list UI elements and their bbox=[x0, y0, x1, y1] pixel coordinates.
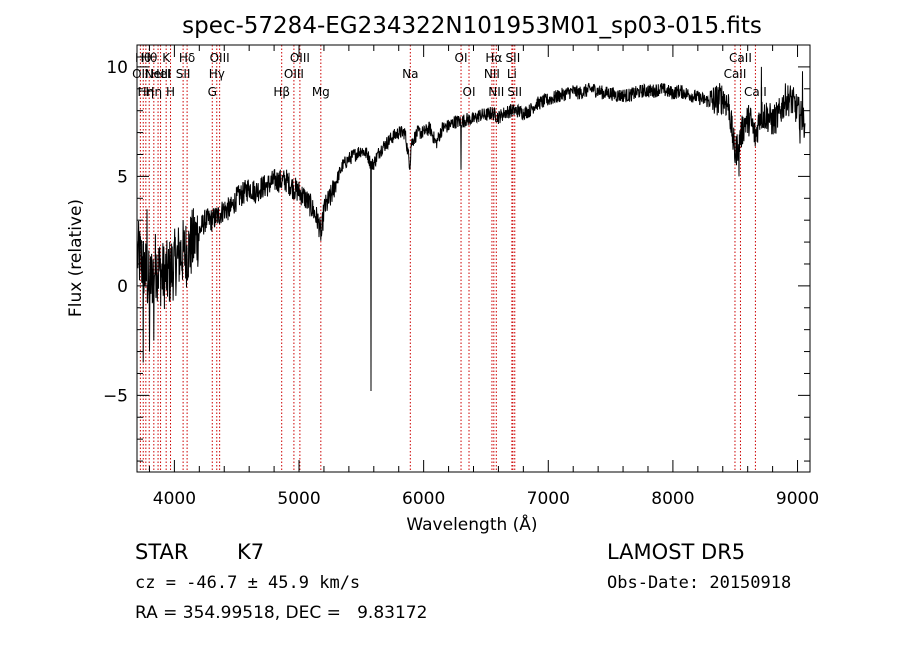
observation-date: Obs-Date: 20150918 bbox=[607, 573, 792, 593]
y-axis: −5 0 5 10 bbox=[103, 44, 810, 462]
y-tick-label: 10 bbox=[106, 58, 128, 78]
x-tick-label: 9000 bbox=[776, 489, 819, 509]
x-tick-label: 8000 bbox=[651, 489, 694, 509]
reference-line-label: OI bbox=[455, 51, 468, 65]
x-tick-label: 4000 bbox=[153, 489, 196, 509]
reference-line-label: OII bbox=[132, 67, 149, 81]
y-tick-label: −5 bbox=[103, 386, 128, 406]
reference-line-label: NeIII bbox=[145, 67, 172, 81]
chart-title: spec-57284-EG234322N101953M01_sp03-015.f… bbox=[182, 13, 762, 39]
reference-line-label: OI bbox=[463, 85, 476, 99]
x-tick-label: 7000 bbox=[527, 489, 570, 509]
x-tick-label: 6000 bbox=[402, 489, 445, 509]
reference-line-label: Hβ bbox=[273, 85, 290, 99]
reference-line-label: H bbox=[166, 85, 175, 99]
reference-line-label: CaII bbox=[729, 51, 752, 65]
reference-line-label: NII bbox=[484, 67, 500, 81]
reference-line-label: NII bbox=[488, 85, 504, 99]
reference-line-label: Na bbox=[402, 67, 418, 81]
x-tick-label: 5000 bbox=[277, 489, 320, 509]
x-axis-label: Wavelength (Å) bbox=[406, 513, 537, 535]
reference-line-labels: OIIHθHηHθHηNeIIIHeIKHSIIHδGHγOIIIHβOIIIO… bbox=[132, 51, 767, 99]
redshift-cz: cz = -46.7 ± 45.9 km/s bbox=[135, 573, 361, 593]
reference-line-label: K bbox=[162, 51, 171, 65]
x-axis: 4000 5000 6000 7000 8000 9000 bbox=[148, 45, 819, 509]
y-tick-label: 5 bbox=[117, 167, 128, 187]
reference-line-label: OIII bbox=[290, 51, 310, 65]
reference-line-label: OIII bbox=[210, 51, 230, 65]
spectrum-series bbox=[137, 66, 806, 392]
reference-line-label: Hδ bbox=[179, 51, 195, 65]
reference-line-label: Hγ bbox=[209, 67, 225, 81]
reference-line-label: SII bbox=[506, 51, 521, 65]
spectrum-line bbox=[137, 66, 806, 392]
reference-line-label: OIII bbox=[284, 67, 304, 81]
reference-line-label: HeI bbox=[151, 67, 171, 81]
coordinates: RA = 354.99518, DEC = 9.83172 bbox=[135, 603, 428, 623]
reference-line-label: CaII bbox=[744, 85, 767, 99]
reference-line-label: Hη bbox=[146, 85, 163, 99]
reference-line-label: Hθ bbox=[135, 51, 151, 65]
reference-line-label: Hα bbox=[485, 51, 502, 65]
reference-line-label: Mg bbox=[312, 85, 330, 99]
reference-line-label: SII bbox=[176, 67, 191, 81]
reference-line-label: Hθ bbox=[141, 51, 157, 65]
object-class: STAR bbox=[135, 540, 189, 564]
reference-line-label: CaII bbox=[724, 67, 747, 81]
y-tick-label: 0 bbox=[117, 277, 128, 297]
object-subclass: K7 bbox=[237, 540, 265, 564]
survey-name: LAMOST DR5 bbox=[607, 540, 746, 564]
reference-line-label: G bbox=[208, 85, 217, 99]
reference-line-label: Li bbox=[507, 67, 517, 81]
reference-line-label: SII bbox=[507, 85, 522, 99]
y-axis-label: Flux (relative) bbox=[66, 199, 86, 317]
